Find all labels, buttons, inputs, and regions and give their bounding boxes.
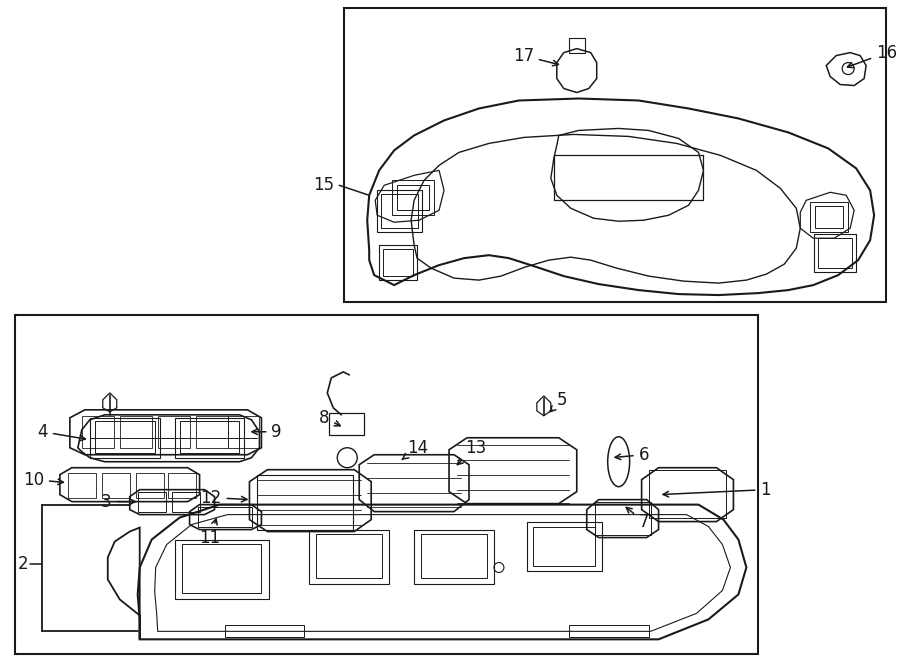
Bar bbox=[595, 502, 651, 535]
Text: 7: 7 bbox=[626, 508, 649, 531]
Bar bbox=[182, 543, 261, 594]
Text: 12: 12 bbox=[201, 488, 247, 506]
Bar bbox=[15, 315, 759, 654]
Bar bbox=[228, 416, 259, 447]
Bar bbox=[383, 249, 413, 276]
Bar bbox=[569, 38, 585, 53]
Bar bbox=[175, 418, 245, 457]
Bar bbox=[167, 473, 195, 498]
Text: 3: 3 bbox=[101, 492, 135, 511]
Bar bbox=[649, 470, 726, 518]
Text: 10: 10 bbox=[22, 471, 63, 488]
Bar bbox=[82, 416, 113, 447]
Bar bbox=[526, 522, 602, 572]
Bar bbox=[414, 529, 494, 584]
Bar bbox=[815, 206, 843, 228]
Text: 2: 2 bbox=[17, 555, 28, 574]
Bar bbox=[316, 533, 382, 578]
Bar bbox=[102, 473, 130, 498]
Bar bbox=[377, 190, 422, 232]
Text: 5: 5 bbox=[550, 391, 567, 412]
Bar bbox=[810, 202, 848, 232]
Bar bbox=[421, 533, 487, 578]
Bar bbox=[397, 185, 429, 210]
Text: 15: 15 bbox=[313, 176, 334, 194]
Text: 16: 16 bbox=[848, 44, 897, 67]
Text: 1: 1 bbox=[663, 481, 771, 498]
Bar bbox=[533, 527, 595, 566]
Bar bbox=[175, 539, 269, 600]
Bar bbox=[392, 180, 434, 215]
Text: 9: 9 bbox=[252, 423, 282, 441]
Bar bbox=[569, 625, 649, 637]
Bar bbox=[345, 8, 886, 302]
Bar bbox=[90, 418, 159, 457]
Text: 17: 17 bbox=[513, 46, 558, 66]
Bar bbox=[818, 238, 852, 268]
Text: 14: 14 bbox=[402, 439, 428, 459]
Bar bbox=[180, 421, 239, 453]
Bar bbox=[158, 416, 190, 447]
Bar bbox=[94, 421, 155, 453]
Bar bbox=[195, 416, 228, 447]
Bar bbox=[814, 234, 856, 272]
Bar bbox=[136, 473, 164, 498]
Text: 6: 6 bbox=[615, 446, 649, 464]
Bar bbox=[172, 492, 200, 512]
Bar bbox=[198, 506, 253, 527]
Text: 11: 11 bbox=[200, 519, 220, 547]
Text: 8: 8 bbox=[319, 408, 340, 427]
Bar bbox=[382, 194, 418, 228]
Bar bbox=[257, 475, 353, 529]
Text: 13: 13 bbox=[457, 439, 486, 465]
Text: 4: 4 bbox=[38, 423, 86, 441]
Bar bbox=[68, 473, 95, 498]
Bar bbox=[224, 625, 304, 637]
Bar bbox=[120, 416, 152, 447]
Bar bbox=[138, 492, 166, 512]
Bar bbox=[329, 413, 364, 435]
Bar bbox=[310, 529, 389, 584]
Bar bbox=[379, 245, 417, 280]
